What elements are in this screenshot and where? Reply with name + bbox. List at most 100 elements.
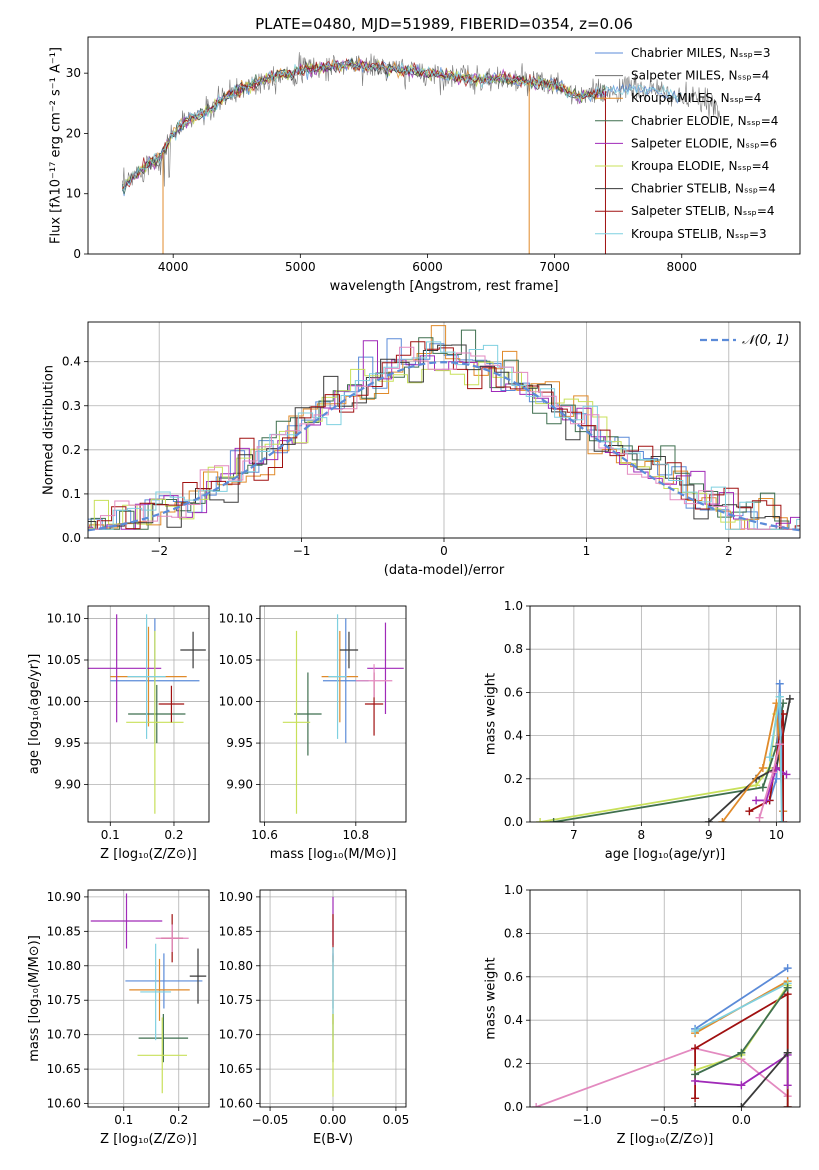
model-spectrum-line <box>121 57 606 195</box>
axes-frame <box>529 605 801 823</box>
y-tick-label: 9.95 <box>226 736 253 750</box>
axes-frame <box>87 321 801 539</box>
residual-histogram <box>88 329 800 530</box>
y-tick-label: 30 <box>66 66 81 80</box>
axes-frame <box>87 605 210 823</box>
y-tick-label: 10.10 <box>47 611 81 625</box>
weight-marker <box>783 1081 792 1090</box>
y-tick-label: 10.60 <box>47 1097 81 1111</box>
mass-vs-ebv-panel: −0.05 0.00 0.05 10.60 10.65 10.70 10.75 10.80 10… <box>219 889 410 1147</box>
y-tick-label: 0.6 <box>504 970 523 984</box>
legend-label: Salpeter ELODIE, Nₛₛₚ=6 <box>631 136 777 150</box>
weight-marker <box>704 818 713 822</box>
weight-marker <box>532 1103 541 1107</box>
y-tick-label: 10.90 <box>219 890 253 904</box>
x-tick-label: −1 <box>293 544 311 558</box>
weight-marker <box>691 1044 700 1053</box>
x-tick-label: 0.05 <box>383 1113 410 1127</box>
legend-label: Chabrier MILES, Nₛₛₚ=3 <box>631 46 771 60</box>
x-tick-label: 0 <box>440 544 448 558</box>
x-tick-label: −0.05 <box>252 1113 289 1127</box>
age-vs-mass-panel: 10.6 10.8 9.90 9.95 10.00 10.05 10.10 mass [log… <box>219 605 407 862</box>
x-tick-label: 0.0 <box>732 1113 751 1127</box>
legend-label: Chabrier STELIB, Nₛₛₚ=4 <box>631 182 776 196</box>
weight-marker <box>691 1070 700 1079</box>
weight-marker <box>783 1048 792 1057</box>
y-axis-label: mass weight <box>483 673 498 755</box>
y-tick-label: 0.0 <box>62 531 81 545</box>
y-tick-label: 10.85 <box>47 924 81 938</box>
x-tick-label: 0.00 <box>320 1113 347 1127</box>
weight-marker <box>691 1094 700 1103</box>
mass-vs-metallicity-panel: 0.1 0.2 10.60 10.65 10.70 10.75 10.80 10.85 10.9… <box>27 889 210 1147</box>
y-tick-label: 10.75 <box>219 993 253 1007</box>
y-tick-label: 0.3 <box>62 399 81 413</box>
weight-vs-metallicity-panel: −1.0 −0.5 0.0 0.0 0.2 0.4 0.6 0.8 1.0 Z [log₁₀(Z/… <box>483 883 801 1147</box>
x-tick-label: 8 <box>638 828 646 842</box>
x-axis-label: age [log₁₀(age/yr)] <box>605 847 726 862</box>
y-tick-label: 10.00 <box>219 695 253 709</box>
x-tick-label: 9 <box>705 828 713 842</box>
weight-marker <box>777 818 786 822</box>
y-tick-label: 10 <box>66 187 81 201</box>
weight-marker <box>785 694 794 703</box>
weight-line <box>535 1047 789 1107</box>
model-spectrum-line <box>121 59 606 192</box>
age-vs-metallicity-panel: 0.1 0.2 9.90 9.95 10.00 10.05 10.10 Z [log₁₀(Z/… <box>27 605 210 862</box>
x-tick-label: 0.1 <box>101 828 120 842</box>
weight-marker <box>737 1048 746 1057</box>
y-tick-label: 0.8 <box>504 642 523 656</box>
y-tick-label: 0.6 <box>504 685 523 699</box>
weight-marker <box>758 783 767 792</box>
y-tick-label: 0.4 <box>62 355 81 369</box>
y-axis-label: age [log₁₀(age/yr)] <box>27 654 42 775</box>
plot-area <box>90 893 207 1094</box>
y-tick-label: 1.0 <box>504 599 523 613</box>
weight-marker <box>765 753 774 762</box>
weight-marker <box>775 692 784 701</box>
y-tick-label: 20 <box>66 126 81 140</box>
legend-label: Kroupa STELIB, Nₛₛₚ=3 <box>631 227 767 241</box>
y-tick-label: 10.60 <box>219 1097 253 1111</box>
x-axis-label: (data-model)/error <box>384 563 505 578</box>
y-axis-label: Normed distribution <box>41 365 56 495</box>
weight-marker <box>691 1103 700 1107</box>
weight-marker <box>691 1027 700 1036</box>
y-tick-label: 10.65 <box>219 1062 253 1076</box>
y-tick-label: 10.90 <box>47 890 81 904</box>
y-tick-label: 0.4 <box>504 1013 523 1027</box>
weight-marker <box>775 679 784 688</box>
model-spectrum-line <box>122 59 606 188</box>
weight-marker <box>549 818 558 822</box>
plot-area <box>121 52 720 254</box>
weight-marker <box>783 1103 792 1107</box>
figure-title: PLATE=0480, MJD=51989, FIBERID=0354, z=0… <box>255 15 633 33</box>
y-tick-label: 0 <box>73 247 81 261</box>
weight-line <box>553 703 784 822</box>
x-tick-label: 1 <box>583 544 591 558</box>
y-tick-label: 9.90 <box>226 778 253 792</box>
y-tick-label: 9.90 <box>54 778 81 792</box>
weight-marker <box>536 818 545 822</box>
y-tick-label: 0.0 <box>504 1100 523 1114</box>
weight-marker <box>775 740 784 749</box>
y-tick-label: 10.80 <box>47 959 81 973</box>
model-spectrum-line <box>121 58 682 197</box>
weight-line <box>721 703 784 822</box>
y-tick-label: 0.1 <box>62 487 81 501</box>
weight-marker <box>752 796 761 805</box>
x-axis-label: E(B-V) <box>313 1132 353 1147</box>
x-tick-label: 0.1 <box>114 1113 133 1127</box>
x-axis-label: wavelength [Angstrom, rest frame] <box>330 279 559 294</box>
plot-area <box>88 325 800 532</box>
x-tick-label: 8000 <box>666 260 697 274</box>
x-tick-label: 4000 <box>158 260 189 274</box>
y-tick-label: 10.75 <box>47 993 81 1007</box>
x-tick-label: 7 <box>570 828 578 842</box>
weight-marker <box>783 983 792 992</box>
weight-marker <box>737 1103 746 1107</box>
weight-line <box>695 1053 789 1087</box>
y-axis-label: Flux [fλ10⁻¹⁷ erg cm⁻² s⁻¹ A⁻¹] <box>49 47 64 244</box>
weight-marker <box>769 768 777 777</box>
legend-label: Salpeter MILES, Nₛₛₚ=4 <box>631 69 769 83</box>
